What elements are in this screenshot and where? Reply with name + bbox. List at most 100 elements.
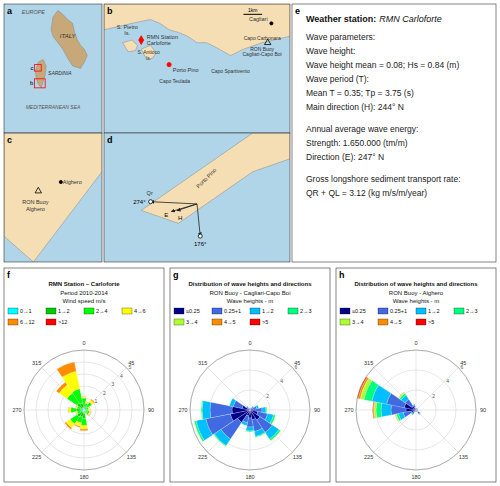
panel-content <box>4 268 164 482</box>
direction-arrow <box>197 204 200 236</box>
map-label: Capo Carbonara <box>244 35 281 41</box>
rose-segment <box>417 407 419 409</box>
panel-label: e <box>295 6 300 16</box>
panel-label: d <box>107 135 113 145</box>
map-label: Capo Teulada <box>159 78 190 84</box>
rose-segment <box>248 408 250 409</box>
rose-segment <box>80 430 88 431</box>
rose-segment <box>416 412 418 413</box>
label-line: 2 <box>266 393 269 399</box>
panel-g: gDistribution of wave heights and direct… <box>170 268 330 482</box>
rose-segment <box>414 411 416 413</box>
rose-segment <box>418 410 419 412</box>
rose-segment <box>418 409 419 411</box>
label-line: ≤0.25 <box>352 308 366 314</box>
rose-segment <box>412 403 414 405</box>
direction-arrow <box>151 202 197 204</box>
angular-tick-label: 270 <box>344 407 353 413</box>
rose-segment <box>90 412 91 415</box>
label-line: 270 <box>178 407 187 413</box>
radial-tick-label: 1 <box>94 398 97 404</box>
direction-label: 274° <box>133 199 146 205</box>
rose-segment <box>249 409 251 411</box>
rose-segment <box>269 429 280 440</box>
label-line: Wave heights - m <box>393 298 439 304</box>
rose-segment <box>265 425 279 439</box>
direction-label: H <box>178 215 182 221</box>
angular-tick-label: 135 <box>293 454 302 460</box>
label-line: 0.25+1 <box>390 308 407 314</box>
angular-grid-line <box>84 410 144 411</box>
label-line: Capo Spartivento <box>211 68 250 74</box>
label-line: 4→5 <box>390 319 402 325</box>
rose-segment <box>272 415 276 425</box>
panel-label: a <box>7 6 13 16</box>
water <box>104 4 290 133</box>
rose-segment <box>83 410 85 412</box>
grid <box>24 350 144 470</box>
rose-segment <box>416 408 418 409</box>
rose-segment <box>229 398 233 406</box>
angular-tick-label: 225 <box>32 454 41 460</box>
rose-segment <box>416 412 418 413</box>
rose-segment <box>229 398 232 406</box>
rose-segment <box>399 393 406 400</box>
rose-segment <box>80 429 88 431</box>
panel-frame <box>4 4 102 133</box>
rose-segment <box>416 407 418 408</box>
rose-segment <box>86 401 89 403</box>
rose-segment <box>418 409 419 411</box>
rose-segment <box>251 407 252 408</box>
angular-tick-label: 135 <box>459 454 468 460</box>
map-label: ITALY <box>60 33 77 39</box>
inset-box <box>34 79 45 88</box>
site-marker <box>167 63 171 67</box>
label-line: Is. <box>124 30 130 36</box>
rose-segment <box>251 407 252 408</box>
label-line: 176° <box>194 241 207 247</box>
rose-segment <box>418 410 419 412</box>
panel-content <box>292 4 496 262</box>
angular-tick-label: 225 <box>198 454 207 460</box>
legend-swatch <box>250 308 260 314</box>
legend-label: >5 <box>262 319 268 325</box>
subtitle: Period 2010-2014 <box>60 290 108 296</box>
label-line: Strength: 1.650.000 (tm/m) <box>306 138 408 148</box>
legend-label: 0.25+1 <box>224 308 241 314</box>
rose-segment <box>267 407 268 414</box>
rose-segment <box>417 411 420 414</box>
angular-tick-label: 315 <box>364 360 373 366</box>
water <box>4 133 102 262</box>
rose-segment <box>358 377 368 399</box>
label-line: 4 <box>120 373 123 379</box>
figure: ITALYSARDINIAMEDITERRANEAN SEAEUROPEbcaS… <box>0 0 500 486</box>
rose-segment <box>246 406 247 407</box>
map-label: S. AntiocoIs. <box>137 49 160 61</box>
rose-segment <box>85 402 88 404</box>
panel-background <box>4 268 164 482</box>
water <box>4 4 102 133</box>
legend-label: 4→6 <box>134 308 146 314</box>
rose-segment <box>194 421 203 442</box>
rose-segment <box>416 407 418 408</box>
label-line: Porto Pino <box>173 67 199 73</box>
label-line: 274° <box>133 199 146 205</box>
label-line: f <box>7 270 11 280</box>
rose-segment <box>398 392 404 398</box>
rose-segment <box>417 410 419 412</box>
rose-segment <box>246 432 255 433</box>
rose-segment <box>418 408 419 410</box>
label-line: Mean T = 0.35; Tp = 3.75 (s) <box>306 88 414 98</box>
rose-segment <box>417 407 419 409</box>
rose-segment <box>89 406 91 408</box>
label-line: h <box>339 270 345 280</box>
rose-segment <box>56 382 67 393</box>
panel-content <box>104 4 290 133</box>
map-label: RMN StationCarloforte <box>147 34 178 46</box>
rose-segment <box>88 414 90 416</box>
label-line: Capo Carbonara <box>244 35 281 41</box>
rose-segment <box>76 405 78 408</box>
rose-segment <box>255 433 265 438</box>
rose-segment <box>57 362 77 377</box>
rose-segment <box>241 424 247 426</box>
